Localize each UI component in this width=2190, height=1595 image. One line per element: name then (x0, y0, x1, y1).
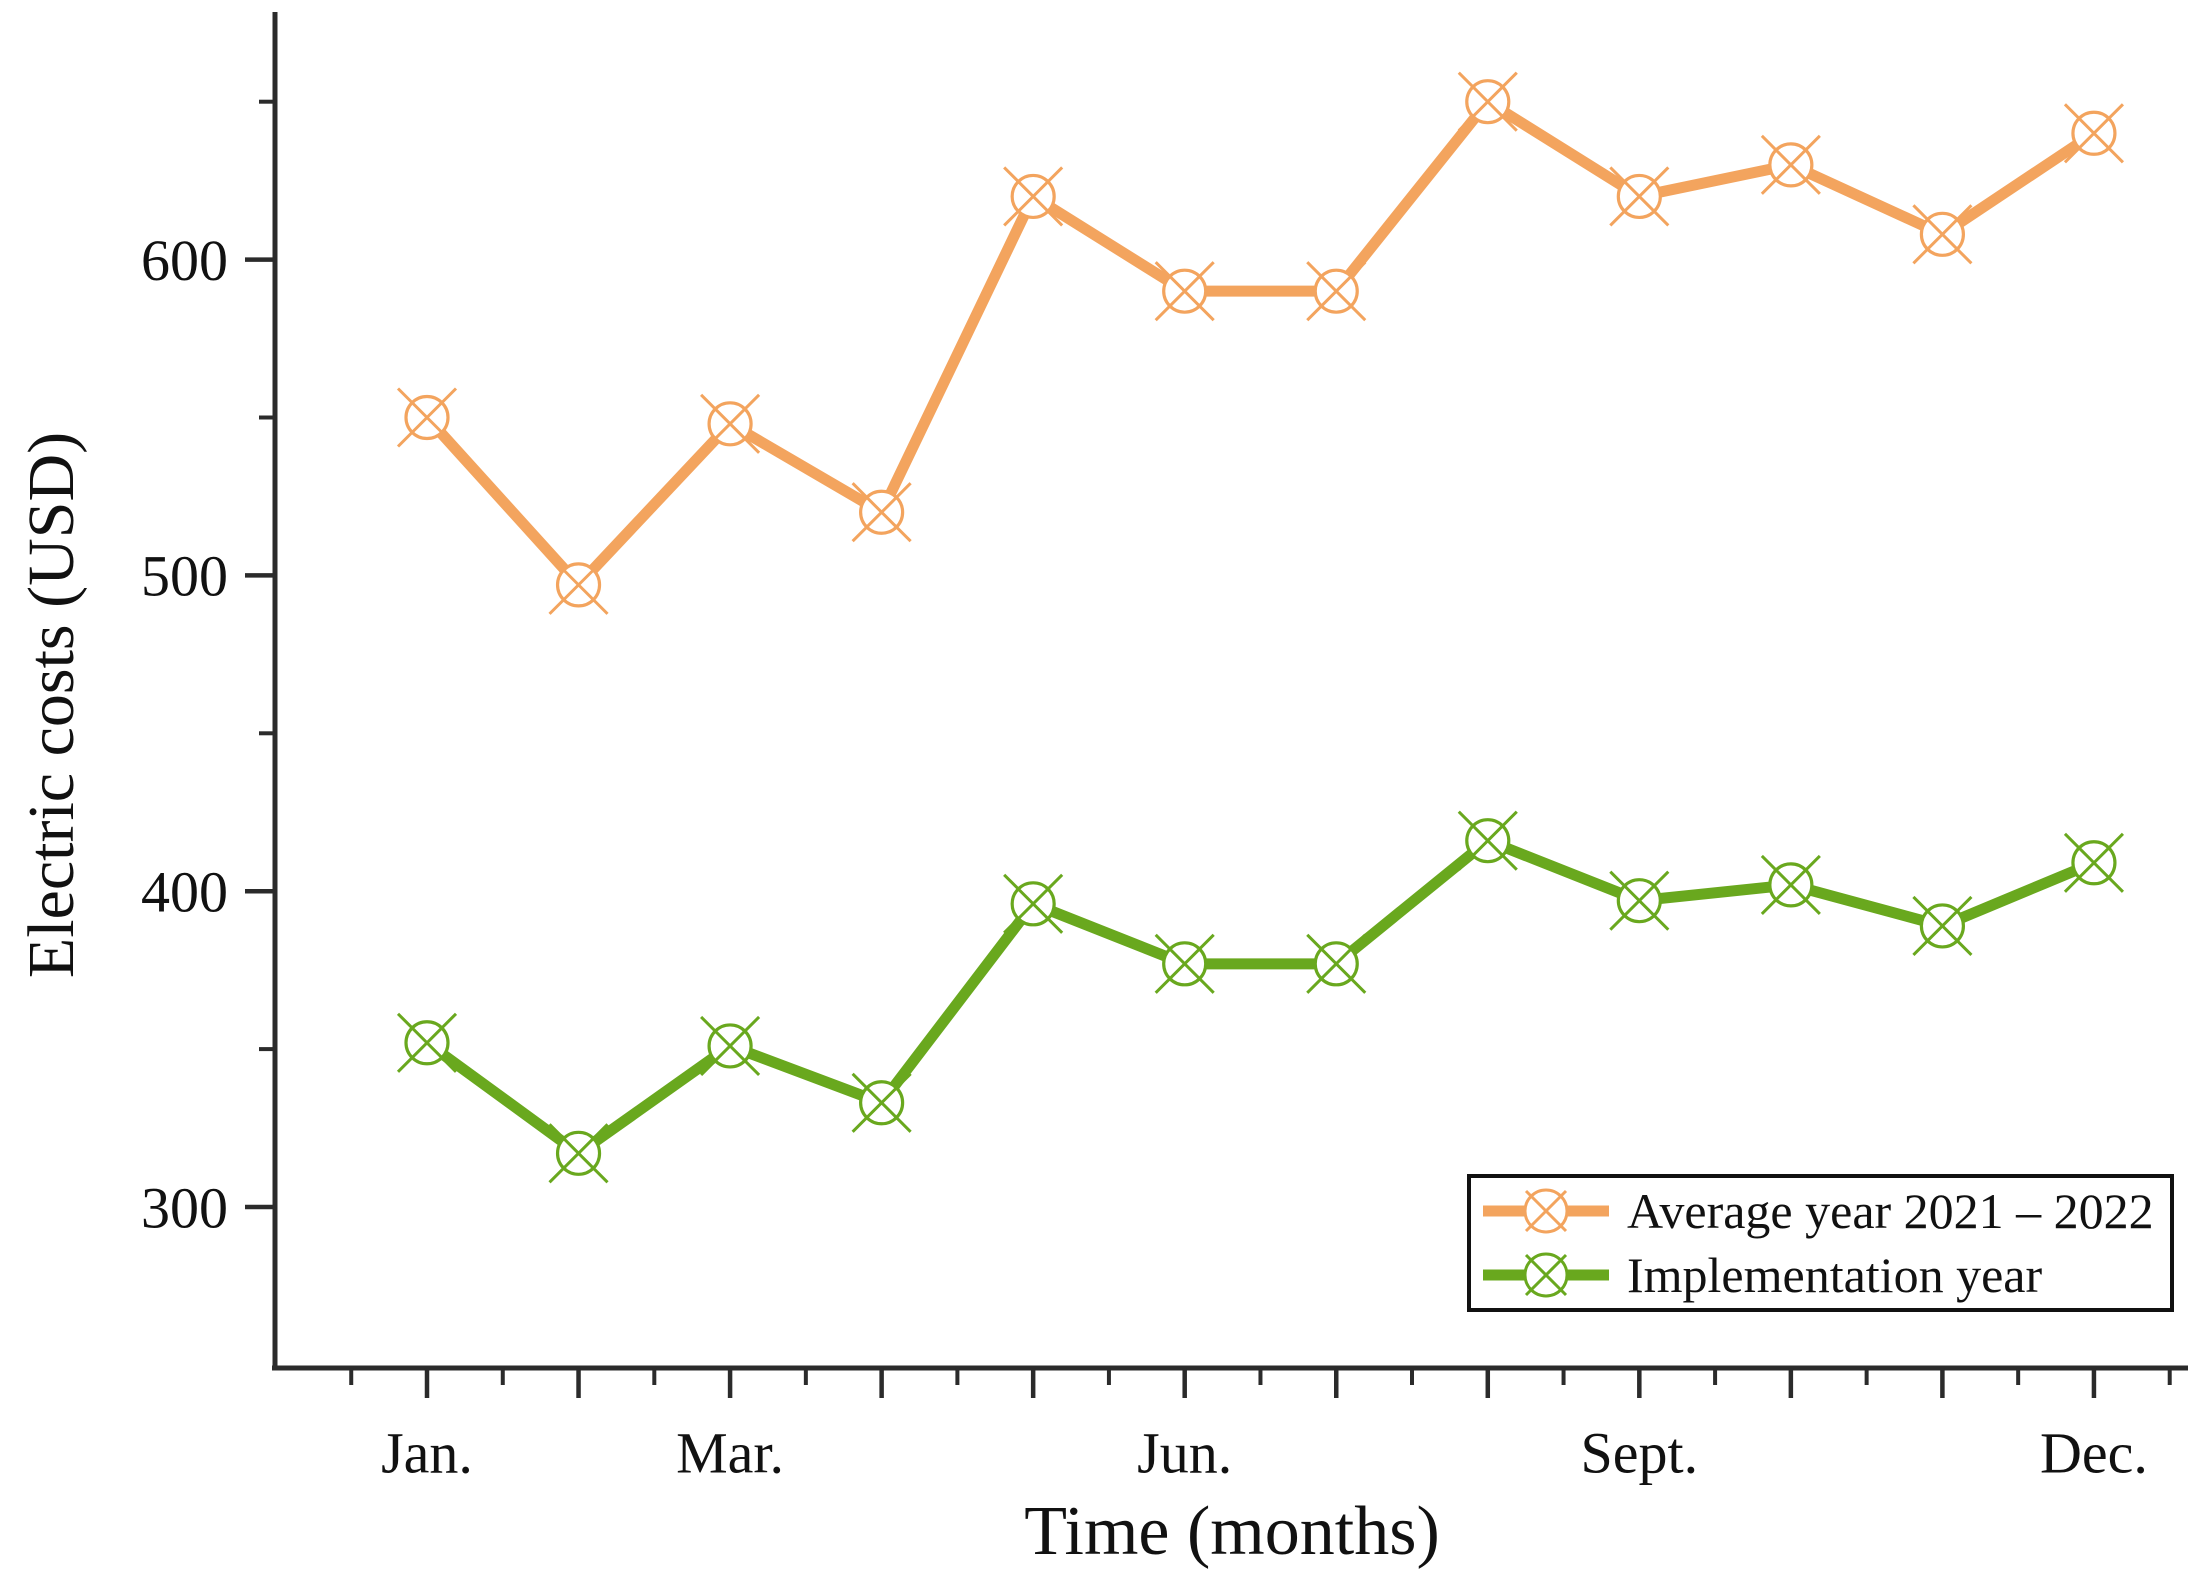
y-axis-title: Electric costs (USD) (15, 431, 88, 979)
y-tick-label-400: 400 (141, 860, 228, 925)
legend: Average year 2021 – 2022 Implementation … (1467, 1174, 2174, 1312)
chart-marker-Feb-series-0 (548, 554, 609, 615)
chart-marker-Aug-series-0 (1457, 71, 1518, 132)
chart-marker-Apr-series-1 (851, 1072, 912, 1133)
chart-marker-Dec-series-0 (2063, 103, 2125, 164)
y-tick-label-300: 300 (141, 1175, 228, 1240)
chart-marker-Jun-series-1 (1154, 933, 1215, 994)
x-tick-label-Sept: Sept. (1581, 1420, 1699, 1485)
chart-marker-Apr-series-0 (851, 482, 912, 543)
x-tick-label-Dec: Dec. (2040, 1420, 2148, 1485)
chart-marker-Jan-series-1 (396, 1012, 458, 1073)
chart-marker-Nov-series-1 (1912, 895, 1973, 956)
chart-marker-Oct-series-1 (1760, 854, 1821, 915)
chart-marker-May-series-1 (1003, 873, 1064, 934)
chart-marker-Nov-series-0 (1912, 204, 1973, 265)
chart-marker-Jun-series-0 (1154, 261, 1215, 322)
chart-marker-Jul-series-0 (1306, 261, 1367, 322)
x-tick-label-Mar: Mar. (676, 1420, 784, 1485)
chart-marker-Sep-series-0 (1609, 166, 1670, 227)
chart-marker-Dec-series-1 (2063, 832, 2125, 893)
legend-line-marker-icon (1483, 1252, 1609, 1298)
chart-marker-Jan-series-0 (396, 387, 458, 448)
y-tick-label-500: 500 (141, 544, 228, 609)
chart-marker-Mar-series-0 (700, 393, 761, 454)
chart-line-series-1 (423, 834, 2097, 1161)
chart-marker-Mar-series-1 (700, 1015, 761, 1077)
chart-marker-Feb-series-1 (548, 1123, 609, 1184)
chart-marker-Jul-series-1 (1306, 933, 1367, 994)
legend-label: Implementation year (1627, 1247, 2043, 1304)
x-tick-label-Jan: Jan. (381, 1420, 473, 1485)
legend-label: Average year 2021 – 2022 (1627, 1182, 2154, 1239)
chart-marker-Aug-series-1 (1457, 810, 1518, 871)
legend-line-marker-icon (1483, 1188, 1609, 1234)
y-tick-label-600: 600 (141, 228, 228, 293)
chart-line-series-0 (422, 94, 2097, 593)
x-tick-label-Jun: Jun. (1137, 1420, 1232, 1485)
chart-marker-May-series-0 (1003, 166, 1064, 227)
chart-marker-Sep-series-1 (1609, 870, 1670, 931)
legend-item-implementation-year: Implementation year (1471, 1243, 2170, 1307)
chart-marker-Oct-series-0 (1760, 134, 1821, 195)
x-axis-title: Time (months) (1024, 1493, 1440, 1570)
legend-item-average-year: Average year 2021 – 2022 (1471, 1179, 2170, 1243)
